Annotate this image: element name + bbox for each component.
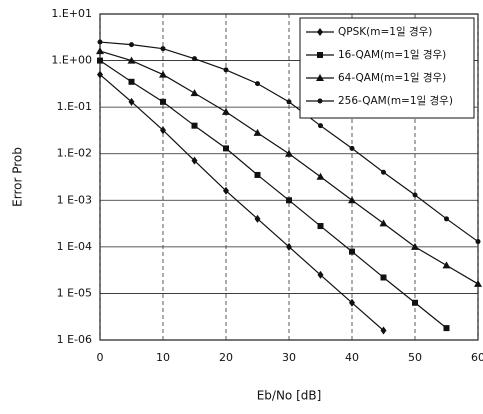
marker — [192, 56, 197, 62]
legend-label: 16-QAM(m=1일 경우) — [338, 48, 446, 61]
marker — [318, 123, 323, 129]
marker — [191, 122, 198, 129]
marker — [443, 325, 450, 332]
marker — [317, 98, 323, 104]
x-tick-label: 30 — [282, 351, 296, 364]
marker — [317, 270, 324, 279]
marker — [381, 169, 386, 175]
marker — [159, 70, 167, 78]
y-tick-label: 1 E-04 — [57, 240, 92, 253]
marker — [316, 172, 325, 180]
legend-label: QPSK(m=1일 경우) — [338, 25, 432, 38]
x-tick-label: 0 — [97, 351, 104, 364]
marker — [316, 74, 324, 81]
series-line — [99, 60, 447, 329]
marker — [255, 81, 260, 87]
y-tick-label: 1 E-03 — [57, 193, 92, 206]
marker — [349, 145, 355, 151]
y-tick-label: 1 E-05 — [57, 286, 92, 299]
series-line — [99, 74, 384, 331]
marker — [127, 56, 136, 64]
marker — [286, 99, 292, 105]
marker — [97, 57, 103, 64]
marker — [128, 97, 135, 106]
x-tick-label: 20 — [219, 351, 233, 364]
marker — [380, 326, 387, 335]
x-tick-label: 50 — [408, 351, 422, 364]
y-tick-label: 1.E-01 — [57, 100, 92, 113]
x-axis-label: Eb/No [dB] — [257, 389, 322, 403]
marker — [191, 156, 198, 165]
marker — [222, 107, 230, 115]
marker — [474, 279, 482, 287]
marker — [317, 223, 324, 230]
marker — [254, 214, 261, 223]
marker — [286, 197, 292, 204]
marker — [96, 47, 104, 55]
y-tick-label: 1.E+01 — [51, 7, 92, 20]
marker — [317, 52, 323, 58]
marker — [444, 216, 449, 222]
marker — [317, 28, 323, 36]
marker — [253, 128, 262, 136]
marker — [97, 70, 103, 79]
marker — [190, 89, 199, 97]
marker — [411, 242, 419, 250]
marker — [223, 186, 229, 195]
marker — [160, 46, 166, 52]
marker — [223, 67, 229, 73]
x-tick-label: 10 — [156, 351, 170, 364]
marker — [160, 126, 166, 135]
marker — [412, 192, 418, 198]
marker — [475, 239, 481, 245]
marker — [285, 149, 293, 157]
legend-label: 64-QAM(m=1일 경우) — [338, 71, 446, 84]
marker — [254, 171, 261, 178]
marker — [442, 261, 451, 269]
y-tick-label: 1.E+00 — [51, 54, 92, 67]
marker — [286, 242, 292, 251]
marker — [160, 98, 166, 105]
marker — [223, 145, 229, 152]
y-tick-label: 1.E-02 — [57, 147, 92, 160]
y-axis-label: Error Prob — [11, 147, 25, 207]
legend-label: 256-QAM(m=1일 경우) — [338, 94, 453, 107]
marker — [129, 42, 134, 48]
marker — [380, 274, 387, 281]
marker — [412, 299, 418, 306]
marker — [128, 78, 135, 85]
marker — [348, 196, 356, 204]
y-tick-label: 1 E-06 — [57, 333, 92, 346]
x-tick-label: 60 — [471, 351, 483, 364]
marker — [349, 298, 355, 307]
marker — [349, 248, 355, 255]
marker — [379, 219, 388, 227]
x-tick-label: 40 — [345, 351, 359, 364]
marker — [97, 39, 103, 45]
